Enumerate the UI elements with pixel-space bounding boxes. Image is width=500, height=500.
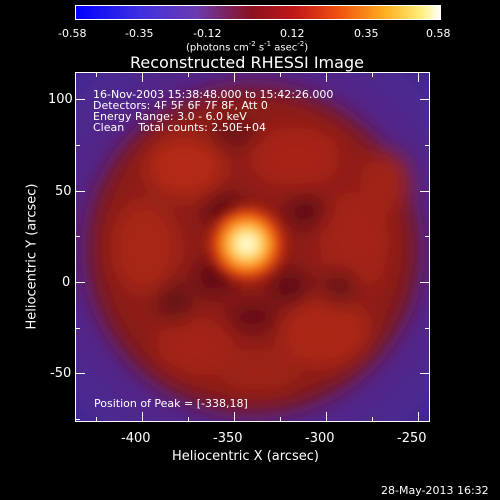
unit-part: ) xyxy=(304,42,309,54)
unit-part: asec xyxy=(271,42,298,54)
colorbar-tick-label: 0.35 xyxy=(354,27,379,40)
heatmap-image xyxy=(75,72,430,422)
y-tick-label: 50 xyxy=(55,184,72,199)
y-axis-label: Heliocentric Y (arcsec) xyxy=(24,183,40,330)
unit-sup: -2 xyxy=(297,40,305,48)
colorbar-unit-label: (photons cm-2 s-1 asec-2) xyxy=(186,41,308,53)
x-tick-label: -350 xyxy=(213,431,243,446)
x-tick-label: -400 xyxy=(121,431,151,446)
colorbar-tick-label: -0.12 xyxy=(193,27,222,40)
x-tick-label: -250 xyxy=(397,431,427,446)
peak-position-label: Position of Peak = [-338,18] xyxy=(94,397,248,410)
unit-sup: -2 xyxy=(248,40,256,48)
image-plot: 16-Nov-2003 15:38:48.000 to 15:42:26.000… xyxy=(75,72,430,422)
unit-sup: -1 xyxy=(264,40,272,48)
x-axis-label: Heliocentric X (arcsec) xyxy=(172,449,319,464)
timestamp: 28-May-2013 16:32 xyxy=(381,484,489,497)
info-line: Energy Range: 3.0 - 6.0 keV xyxy=(93,110,247,123)
plot-axes xyxy=(75,72,430,422)
plot-title: Reconstructed RHESSI Image xyxy=(130,53,364,72)
colorbar xyxy=(75,5,441,20)
colorbar-tick-label: -0.35 xyxy=(125,27,154,40)
info-line: 16-Nov-2003 15:38:48.000 to 15:42:26.000 xyxy=(93,88,334,101)
y-tick-label: 100 xyxy=(48,92,73,107)
y-tick-label: -50 xyxy=(50,366,72,381)
info-line: Detectors: 4F 5F 6F 7F 8F, Att 0 xyxy=(93,99,268,112)
unit-part: s xyxy=(255,42,265,54)
x-tick-label: -300 xyxy=(305,431,335,446)
info-line: Clean Total counts: 2.50E+04 xyxy=(93,121,267,134)
unit-part: (photons cm xyxy=(186,42,249,54)
colorbar-tick-label: 0.12 xyxy=(280,27,305,40)
colorbar-tick-label: 0.58 xyxy=(426,27,451,40)
colorbar-tick-label: -0.58 xyxy=(58,27,87,40)
y-tick-label: 0 xyxy=(62,275,71,290)
